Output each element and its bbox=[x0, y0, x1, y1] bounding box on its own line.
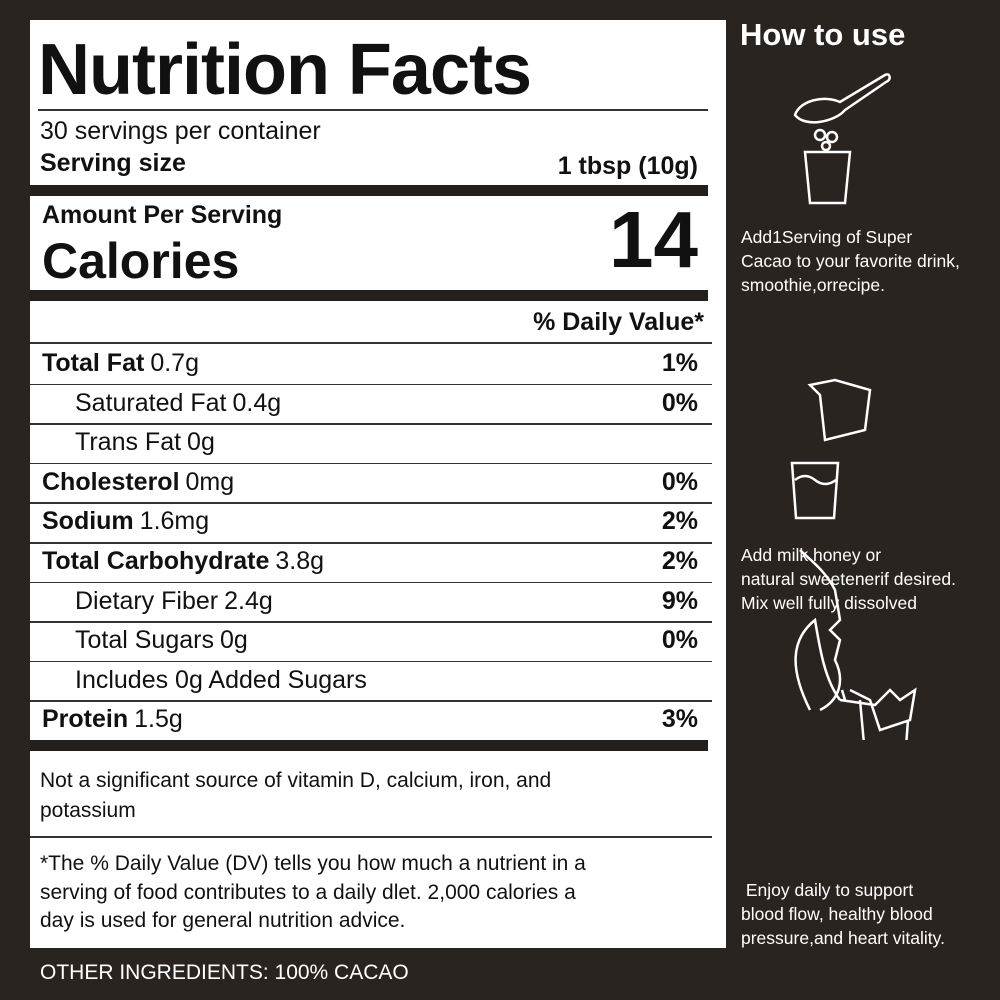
nutrient-amount: 0g bbox=[219, 626, 248, 655]
rule bbox=[30, 383, 712, 386]
nutrient-row: Total Carbohydrate 3.8g 2% bbox=[42, 542, 698, 581]
nutrient-name: Includes 0g Added Sugars bbox=[75, 665, 367, 694]
nutrient-name: Total Carbohydrate bbox=[42, 547, 270, 575]
rule bbox=[30, 660, 712, 663]
nutrient-amount: 1.6mg bbox=[139, 507, 210, 536]
step-line: pressure,and heart vitality. bbox=[741, 928, 945, 948]
thick-bar bbox=[30, 740, 708, 751]
calories-label: Calories bbox=[42, 233, 240, 289]
step-line: Add milk honey or bbox=[741, 545, 882, 565]
nutrient-row: Saturated Fat 0.4g 0% bbox=[42, 384, 698, 423]
nutrient-amount: 0g bbox=[187, 428, 215, 457]
step-line: smoothie,orrecipe. bbox=[741, 275, 885, 295]
serving-size-value: 1 tbsp (10g) bbox=[557, 152, 698, 180]
drink-icon bbox=[794, 549, 842, 712]
daily-value: 1% bbox=[661, 349, 698, 377]
rule bbox=[30, 700, 712, 702]
footnote-line: *The % Daily Value (DV) tells you how mu… bbox=[40, 852, 586, 875]
cup-icon bbox=[803, 150, 852, 205]
glass-icon bbox=[790, 461, 840, 520]
title: Nutrition Facts bbox=[38, 30, 532, 110]
nutrient-row: Total Sugars 0g 0% bbox=[42, 621, 698, 660]
nutrient-amount: 0.7g bbox=[150, 349, 199, 377]
milk-icon bbox=[807, 378, 872, 442]
rule bbox=[30, 502, 712, 504]
daily-value: 2% bbox=[661, 547, 698, 575]
nutrient-row: Trans Fat 0g bbox=[42, 423, 698, 462]
nutrient-name: Trans Fat bbox=[75, 428, 182, 457]
daily-value: 0% bbox=[661, 467, 698, 496]
icons bbox=[790, 73, 917, 740]
nutrient-row: Protein 1.5g 3% bbox=[42, 700, 698, 739]
nutrient-name: Dietary Fiber bbox=[75, 586, 219, 615]
hand-icon bbox=[839, 687, 917, 740]
daily-value: 9% bbox=[661, 586, 698, 615]
nutrient-row: Dietary Fiber 2.4g 9% bbox=[42, 582, 698, 621]
rule bbox=[30, 423, 712, 425]
nutrient-row: Cholesterol 0mg 0% bbox=[42, 463, 698, 502]
powder bbox=[825, 130, 839, 144]
nutrition-panel: Nutrition Facts 30 servings per containe… bbox=[30, 20, 726, 948]
rule bbox=[30, 542, 712, 544]
thick-bar bbox=[30, 290, 708, 301]
daily-value: 0% bbox=[661, 626, 698, 655]
nutrient-amount: 0mg bbox=[185, 467, 235, 496]
rule bbox=[30, 621, 712, 623]
powder bbox=[813, 128, 827, 142]
rule bbox=[30, 462, 712, 465]
amount-per-serving: Amount Per Serving bbox=[42, 201, 283, 229]
nutrient-row: Sodium 1.6mg 2% bbox=[42, 502, 698, 541]
nutrient-amount: 1.5g bbox=[134, 705, 183, 734]
note-line: potassium bbox=[40, 799, 136, 822]
daily-value: 3% bbox=[661, 705, 698, 734]
rule bbox=[38, 109, 708, 111]
spoon-icon bbox=[793, 73, 891, 124]
thick-bar bbox=[30, 185, 708, 196]
powder bbox=[820, 140, 832, 152]
rule bbox=[30, 342, 712, 344]
nutrient-name: Protein bbox=[42, 705, 129, 734]
step-line: natural sweetenerif desired. bbox=[741, 569, 956, 589]
calories-value: 14 bbox=[609, 195, 698, 284]
rule bbox=[30, 836, 712, 838]
step-line: Cacao to your favorite drink, bbox=[741, 251, 960, 271]
nutrient-amount: 2.4g bbox=[224, 586, 273, 615]
footnote-line: serving of food contributes to a daily d… bbox=[40, 880, 576, 904]
daily-value: 2% bbox=[661, 507, 698, 536]
footnote-line: day is used for general nutrition advice… bbox=[40, 909, 406, 932]
daily-value: 0% bbox=[661, 388, 698, 417]
serving-size-label: Serving size bbox=[40, 149, 186, 177]
nutrient-row: Total Fat 0.7g 1% bbox=[42, 344, 698, 383]
nutrient-amount: 3.8g bbox=[275, 547, 325, 575]
nutrient-amount: 0.4g bbox=[232, 388, 282, 417]
nutrient-name: Cholesterol bbox=[42, 467, 180, 496]
step-line: Enjoy daily to support bbox=[741, 880, 914, 900]
rule bbox=[30, 581, 712, 584]
nutrient-name: Sodium bbox=[42, 507, 134, 536]
note-line: Not a significant source of vitamin D, c… bbox=[40, 769, 552, 792]
nutrient-name: Total Fat bbox=[42, 349, 145, 377]
step-line: blood flow, healthy blood bbox=[741, 904, 933, 924]
servings: 30 servings per container bbox=[40, 117, 321, 145]
ingredients: OTHER INGREDIENTS: 100% CACAO bbox=[40, 961, 409, 984]
step-line: Add1Serving of Super bbox=[741, 227, 913, 247]
step-line: Mix well fully dissolved bbox=[741, 593, 918, 613]
nutrient-name: Saturated Fat bbox=[75, 388, 227, 417]
nutrient-name: Total Sugars bbox=[75, 626, 214, 655]
daily-value-header: % Daily Value* bbox=[533, 308, 704, 336]
how-to-use-title: How to use bbox=[740, 17, 906, 52]
nutrient-row: Includes 0g Added Sugars bbox=[42, 661, 698, 700]
